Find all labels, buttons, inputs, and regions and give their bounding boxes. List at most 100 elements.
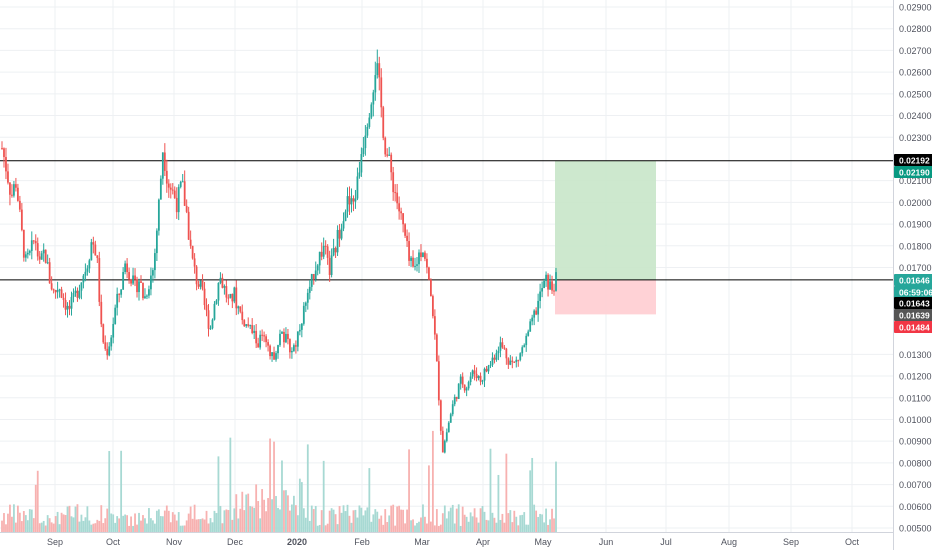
candle[interactable] (56, 289, 59, 293)
candle[interactable] (318, 251, 321, 266)
candle[interactable] (58, 289, 61, 291)
candle[interactable] (183, 181, 186, 206)
candle[interactable] (422, 252, 424, 257)
long-position-tool[interactable] (555, 160, 656, 315)
candle[interactable] (348, 196, 351, 205)
candle[interactable] (84, 271, 87, 276)
candle[interactable] (146, 295, 148, 297)
candle[interactable] (406, 235, 408, 242)
candle[interactable] (289, 339, 291, 353)
candle[interactable] (32, 240, 35, 242)
candle[interactable] (469, 376, 472, 383)
candle[interactable] (428, 267, 430, 280)
candle[interactable] (122, 272, 125, 290)
candle[interactable] (475, 373, 478, 379)
candle[interactable] (74, 290, 77, 294)
candle[interactable] (328, 257, 331, 275)
candlestick-series[interactable] (1, 49, 557, 454)
candle[interactable] (336, 229, 339, 253)
candle[interactable] (64, 299, 67, 310)
candle[interactable] (13, 184, 15, 196)
candle[interactable] (209, 328, 212, 330)
candle[interactable] (477, 375, 480, 379)
candle[interactable] (225, 286, 228, 298)
candle[interactable] (447, 422, 450, 433)
candle[interactable] (22, 229, 25, 258)
candle[interactable] (110, 337, 113, 347)
candle[interactable] (533, 310, 536, 318)
candle[interactable] (376, 63, 379, 76)
candle[interactable] (68, 305, 71, 309)
candle[interactable] (358, 172, 361, 177)
candle[interactable] (392, 172, 395, 193)
candle[interactable] (497, 350, 500, 354)
candle[interactable] (205, 305, 208, 311)
candle[interactable] (144, 296, 146, 299)
candle[interactable] (136, 279, 138, 293)
candle[interactable] (124, 263, 127, 273)
candle[interactable] (169, 187, 172, 190)
candle[interactable] (463, 384, 466, 391)
candle[interactable] (177, 186, 180, 213)
candle[interactable] (227, 297, 230, 299)
candle[interactable] (451, 404, 454, 415)
candle[interactable] (11, 194, 13, 196)
candle[interactable] (100, 301, 103, 325)
candle[interactable] (82, 275, 85, 283)
candle[interactable] (148, 289, 150, 296)
candle[interactable] (161, 152, 164, 179)
candle[interactable] (283, 331, 285, 343)
candle[interactable] (465, 388, 468, 391)
candle[interactable] (507, 358, 510, 365)
candle[interactable] (547, 274, 549, 290)
candle[interactable] (537, 300, 540, 315)
candle[interactable] (523, 345, 526, 348)
candle[interactable] (94, 244, 97, 256)
candle[interactable] (324, 245, 327, 247)
candle[interactable] (400, 211, 403, 214)
candle[interactable] (487, 365, 490, 372)
candle[interactable] (181, 181, 184, 183)
candle[interactable] (535, 310, 538, 315)
candle[interactable] (203, 288, 206, 306)
candle[interactable] (76, 290, 79, 298)
candle[interactable] (281, 331, 283, 334)
candle[interactable] (515, 359, 518, 362)
time-axis[interactable]: Sep Oct Nov Dec 2020 Feb Mar Apr May Jun Jul Aug Sep… (0, 532, 893, 548)
candle[interactable] (219, 277, 222, 283)
candle[interactable] (386, 154, 389, 156)
candle[interactable] (38, 256, 41, 260)
candle[interactable] (525, 335, 528, 346)
candle[interactable] (555, 272, 557, 291)
candle[interactable] (153, 253, 156, 271)
candle[interactable] (271, 352, 273, 357)
candle[interactable] (98, 258, 101, 302)
candle[interactable] (287, 333, 289, 340)
candle[interactable] (455, 396, 458, 399)
candle[interactable] (340, 228, 343, 239)
candle[interactable] (285, 333, 287, 343)
candle[interactable] (310, 273, 313, 287)
candle[interactable] (503, 347, 506, 349)
candle[interactable] (279, 333, 281, 346)
price-axis[interactable]: 0.02900 0.02800 0.02700 0.02600 0.02500 0.024… (893, 0, 932, 550)
candle[interactable] (372, 92, 375, 105)
candle[interactable] (471, 370, 474, 377)
candle[interactable] (292, 345, 295, 351)
candle[interactable] (308, 286, 311, 293)
candle[interactable] (398, 203, 401, 212)
candle[interactable] (370, 104, 373, 118)
candle[interactable] (233, 287, 236, 302)
candle[interactable] (14, 184, 17, 188)
candle[interactable] (366, 126, 369, 136)
candle[interactable] (424, 252, 426, 259)
candle[interactable] (517, 359, 520, 361)
candle[interactable] (495, 353, 498, 360)
candle[interactable] (221, 277, 224, 288)
candle[interactable] (489, 364, 492, 366)
candle[interactable] (273, 352, 275, 360)
candle[interactable] (7, 171, 9, 183)
candle[interactable] (543, 281, 545, 289)
candle[interactable] (527, 331, 530, 336)
candle[interactable] (108, 346, 111, 356)
